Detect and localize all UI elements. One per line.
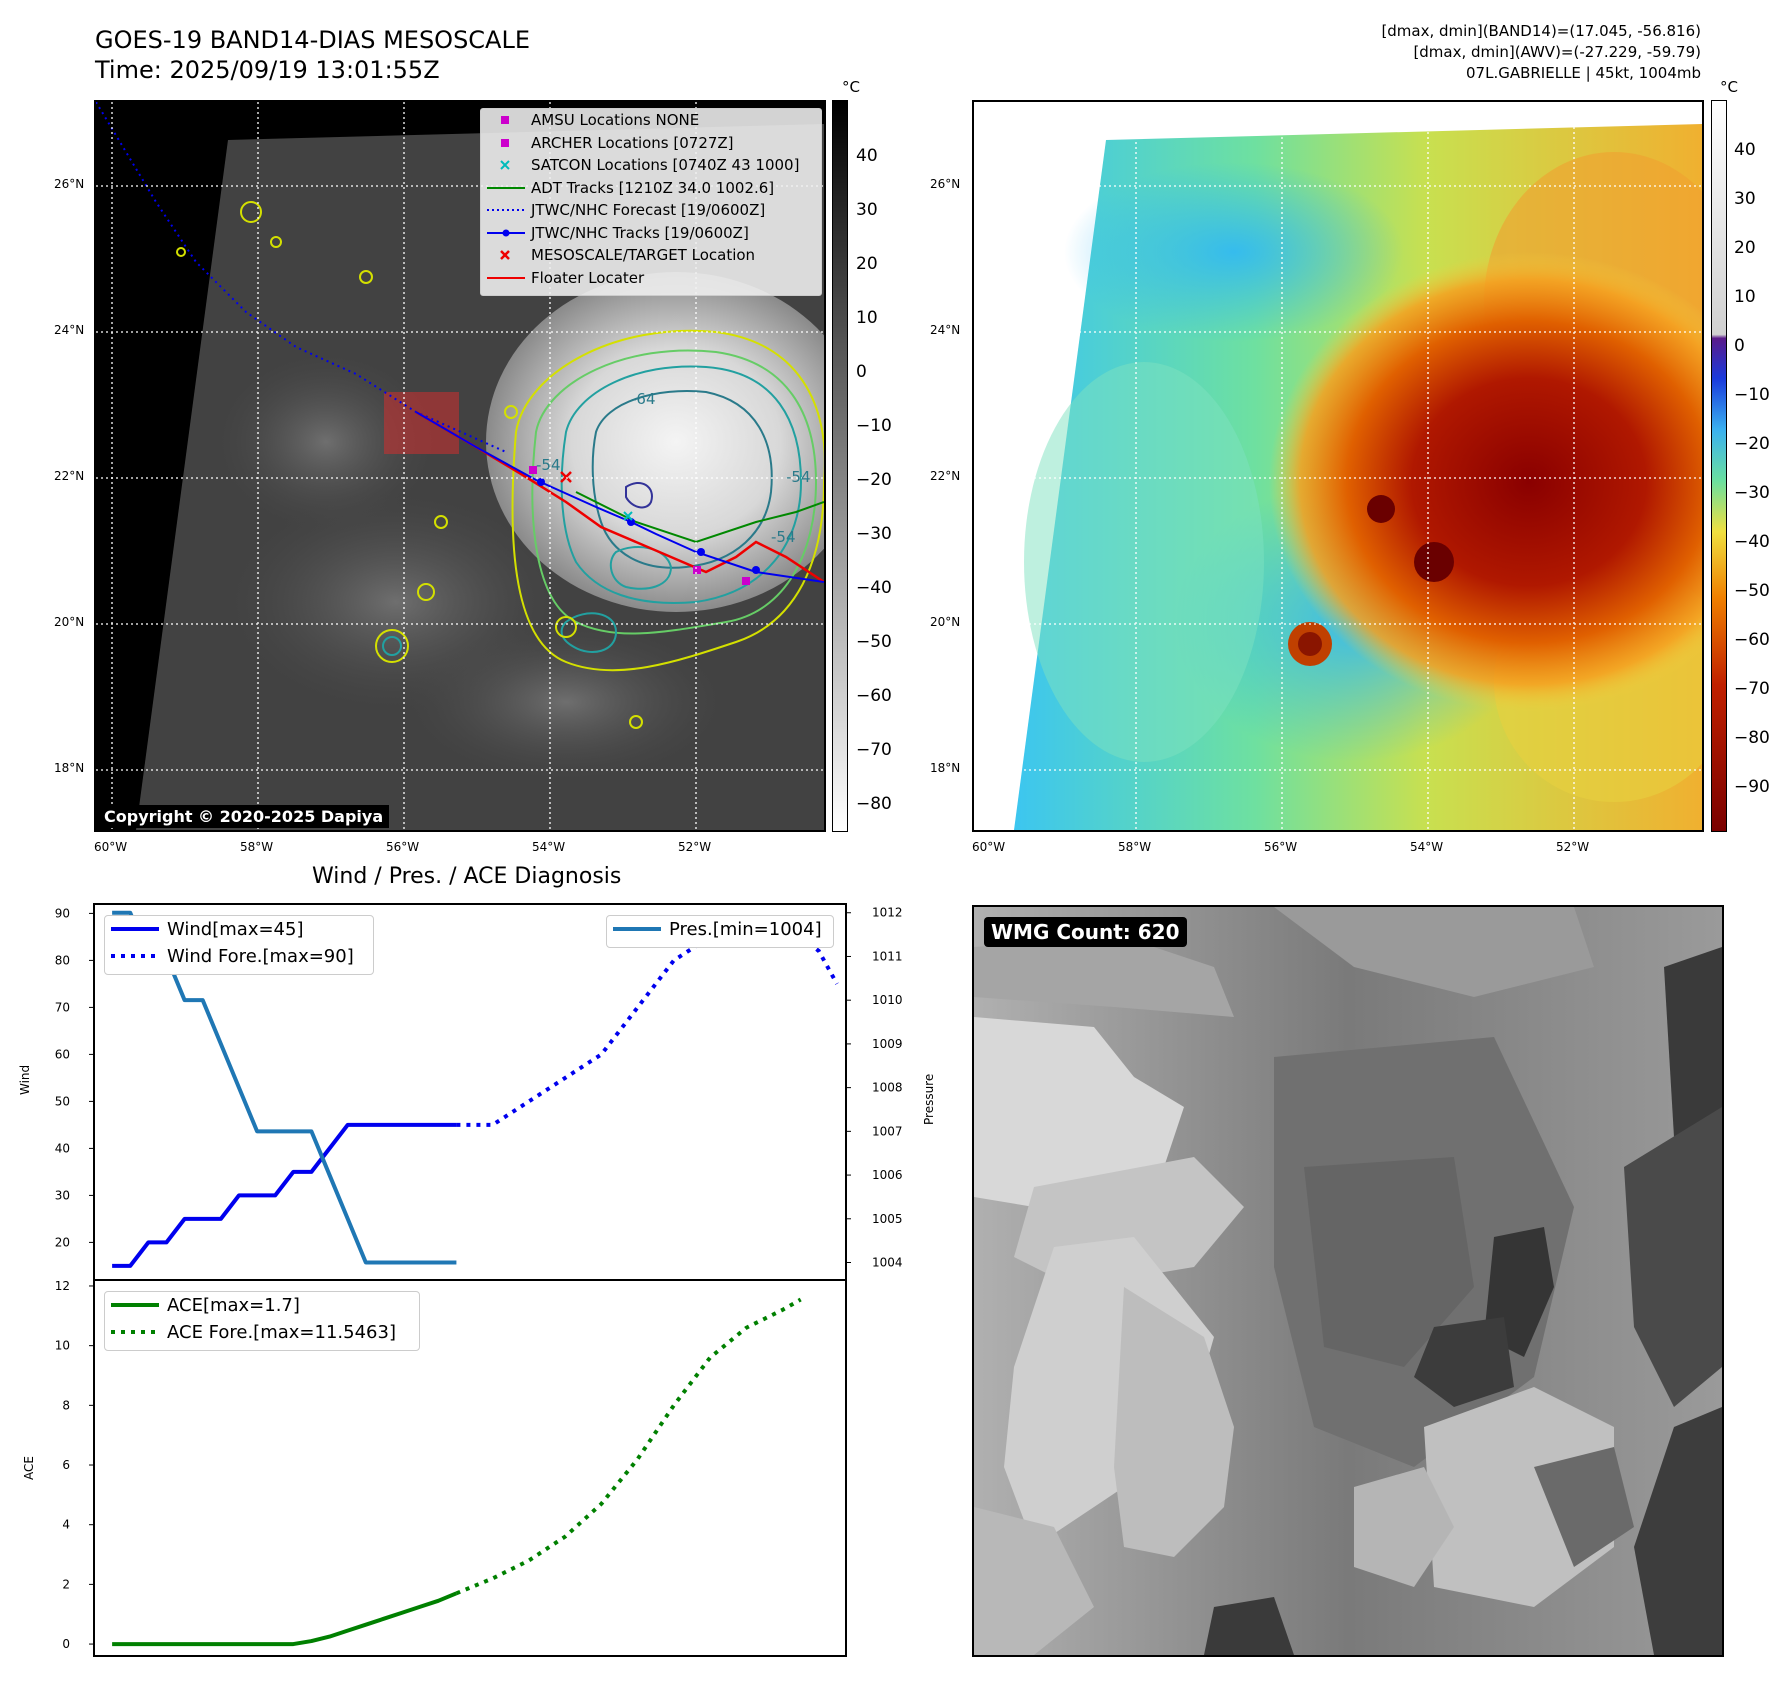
lat-tick: 26°N	[930, 177, 961, 191]
lat-tick: 20°N	[54, 615, 85, 629]
ir-colorbar	[832, 100, 848, 832]
wind-legend: Wind[max=45] Wind Fore.[max=90]	[104, 915, 374, 975]
lon-tick: 58°W	[240, 840, 274, 854]
lon-tick: 52°W	[1556, 840, 1590, 854]
y2-tick-label: 1006	[872, 1168, 903, 1182]
y-tick-label: 90	[55, 906, 70, 920]
wmg-panel: WMG Count: 620	[972, 905, 1724, 1657]
legend-item: Wind Fore.[max=90]	[111, 946, 354, 967]
y-tick-label: 20	[55, 1235, 70, 1249]
legend-item: Pres.[min=1004]	[613, 919, 822, 940]
contour-label: -64	[631, 390, 656, 408]
y2-tick-label: 1007	[872, 1124, 903, 1138]
y2-tick-label: 1009	[872, 1037, 903, 1051]
storm-info: 07L.GABRIELLE | 45kt, 1004mb	[1466, 64, 1701, 82]
y2-tick-label: 1011	[872, 949, 903, 963]
pressure-legend: Pres.[min=1004]	[606, 915, 834, 948]
lat-tick: 26°N	[54, 177, 85, 191]
timestamp: Time: 2025/09/19 13:01:55Z	[95, 56, 440, 84]
lon-tick: 58°W	[1118, 840, 1152, 854]
contour-label: -54	[536, 456, 561, 474]
lon-tick: 56°W	[386, 840, 420, 854]
lat-tick: 22°N	[54, 469, 85, 483]
y-tick-label: 2	[62, 1577, 70, 1591]
copyright-badge: Copyright © 2020-2025 Dapiya	[98, 805, 390, 828]
wv-map-panel	[972, 100, 1704, 832]
lon-tick: 52°W	[678, 840, 712, 854]
bottom-axes-frame	[93, 1279, 847, 1657]
y-tick-label: 80	[55, 953, 70, 967]
y-tick-label: 70	[55, 1000, 70, 1014]
contour-teal	[560, 365, 803, 604]
contour-label: -54	[786, 468, 811, 486]
y2-tick-label: 1012	[872, 906, 903, 920]
y-tick-label: 60	[55, 1047, 70, 1061]
lon-tick: 60°W	[972, 840, 1006, 854]
series-line	[112, 1122, 457, 1268]
series-line	[456, 934, 801, 1127]
floater-box	[384, 392, 459, 454]
lat-tick: 22°N	[930, 469, 961, 483]
y-tick-label: 8	[62, 1398, 70, 1412]
y2-tick-label: 1010	[872, 993, 903, 1007]
legend-item: MESOSCALE/TARGET Location	[481, 244, 821, 267]
lon-tick: 54°W	[532, 840, 566, 854]
lat-tick: 18°N	[54, 761, 85, 775]
legend-item: ACE[max=1.7]	[111, 1295, 300, 1316]
ace-axis-label: ACE	[22, 1456, 36, 1480]
y-tick-label: 40	[55, 1141, 70, 1155]
contour-green	[531, 349, 818, 635]
y2-tick-label: 1004	[872, 1256, 903, 1270]
legend-item: AMSU Locations NONE	[481, 109, 821, 132]
floater-track	[415, 410, 824, 584]
y-tick-label: 0	[62, 1637, 70, 1651]
lat-tick: 18°N	[930, 761, 961, 775]
panel-title: GOES-19 BAND14-DIAS MESOSCALE	[95, 26, 531, 54]
contour-inner	[591, 390, 773, 569]
y-tick-label: 4	[62, 1518, 70, 1532]
lat-tick: 24°N	[54, 323, 85, 337]
y-tick-label: 10	[55, 1339, 70, 1353]
legend-item: ADT Tracks [1210Z 34.0 1002.6]	[487, 178, 775, 197]
wv-colorbar	[1711, 100, 1727, 832]
map-legend: AMSU Locations NONE ARCHER Locations [07…	[480, 108, 822, 296]
y2-tick-label: 1008	[872, 1081, 903, 1095]
series-line	[799, 935, 839, 985]
lon-tick: 54°W	[1410, 840, 1444, 854]
series-line	[112, 1591, 458, 1647]
legend-item: SATCON Locations [0740Z 43 1000]	[481, 154, 821, 177]
y-tick-label: 12	[55, 1279, 70, 1293]
colorbar-unit: °C	[1720, 78, 1738, 96]
series-line	[455, 1297, 802, 1596]
legend-item: Floater Locater	[487, 268, 645, 287]
info-line-1: [dmax, dmin](BAND14)=(17.045, -56.816)	[1381, 22, 1701, 40]
lat-tick: 24°N	[930, 323, 961, 337]
legend-item: Wind[max=45]	[111, 919, 304, 940]
legend-item: JTWC/NHC Forecast [19/0600Z]	[487, 201, 766, 219]
wind-axis-label: Wind	[18, 1064, 32, 1095]
y-tick-label: 30	[55, 1188, 70, 1202]
legend-item: ARCHER Locations [0727Z]	[481, 132, 821, 155]
colorbar-unit: °C	[842, 78, 860, 96]
diagnosis-chart: 2030405060708090100410051006100710081009…	[55, 903, 903, 1657]
lat-tick: 20°N	[930, 615, 961, 629]
ir-map-panel: -64 -54 -54 -54 AMSU Locations NONE ARCH…	[94, 100, 826, 832]
chart-title: Wind / Pres. / ACE Diagnosis	[312, 864, 622, 889]
wv-storm-core	[1269, 252, 1702, 712]
legend-item: JTWC/NHC Tracks [19/0600Z]	[481, 222, 821, 245]
ace-legend: ACE[max=1.7] ACE Fore.[max=11.5463]	[104, 1291, 420, 1351]
contour-label: -54	[771, 528, 796, 546]
pressure-axis-label: Pressure	[922, 1073, 936, 1125]
lon-tick: 56°W	[1264, 840, 1298, 854]
y2-tick-label: 1005	[872, 1212, 903, 1226]
wmg-count-badge: WMG Count: 620	[984, 917, 1187, 947]
y-tick-label: 50	[55, 1094, 70, 1108]
forecast-track	[96, 102, 507, 453]
lon-tick: 60°W	[94, 840, 128, 854]
y-tick-label: 6	[62, 1458, 70, 1472]
info-line-2: [dmax, dmin](AWV)=(-27.229, -59.79)	[1413, 43, 1701, 61]
legend-item: ACE Fore.[max=11.5463]	[111, 1322, 396, 1343]
